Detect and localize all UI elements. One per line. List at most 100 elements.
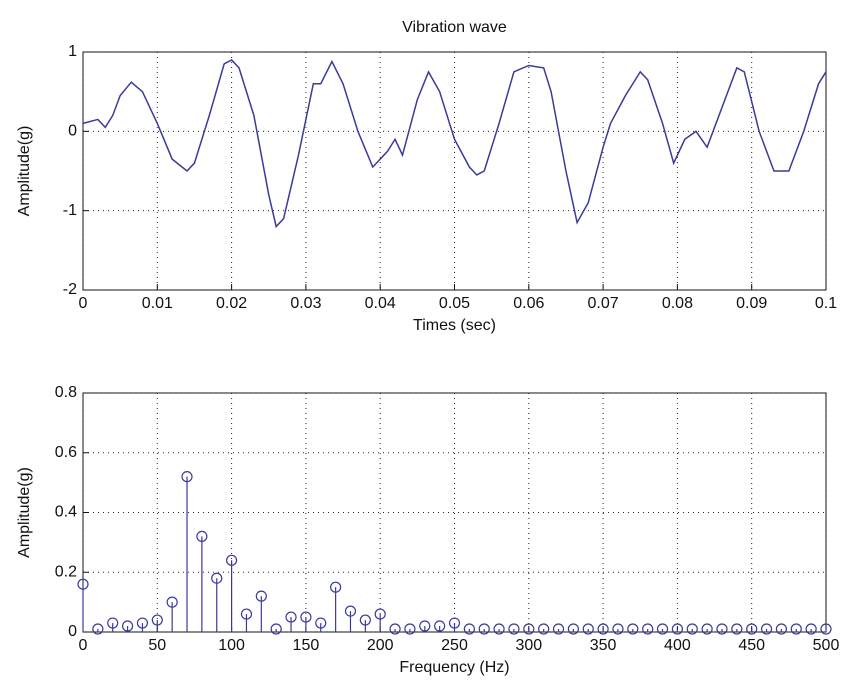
stem — [597, 623, 609, 635]
y-tick-label: 0.4 — [55, 504, 77, 521]
stem-marker — [567, 623, 579, 635]
x-tick-label: 0 — [79, 637, 88, 654]
stem-marker — [478, 623, 490, 635]
x-tick-label: 0.01 — [142, 295, 173, 312]
stem — [300, 611, 312, 632]
stem-marker — [523, 623, 535, 635]
stem-marker — [92, 623, 104, 635]
stem-marker — [671, 623, 684, 635]
stem — [463, 623, 475, 635]
x-tick-label: 400 — [664, 637, 691, 654]
stem — [389, 623, 401, 635]
stem-marker — [597, 623, 609, 635]
stem — [211, 572, 223, 632]
stem — [701, 623, 713, 635]
x-tick-label: 350 — [590, 637, 617, 654]
x-tick-label: 200 — [367, 637, 394, 654]
stem — [538, 623, 550, 635]
y-tick-label: 0.8 — [55, 384, 77, 401]
stem-marker — [820, 623, 832, 635]
stem — [374, 608, 386, 632]
stem-marker — [181, 471, 193, 483]
stem — [448, 617, 461, 632]
stem — [270, 623, 282, 635]
stem — [790, 623, 802, 635]
y-axis-label: Amplitude(g) — [16, 467, 33, 558]
stem-marker — [166, 596, 178, 608]
y-tick-label: 0.6 — [55, 444, 77, 461]
stem — [434, 620, 446, 632]
stem-marker — [121, 620, 134, 632]
y-tick-label: -1 — [63, 202, 77, 219]
x-tick-label: 0.08 — [662, 295, 693, 312]
stem-marker — [775, 623, 788, 635]
stem-marker — [612, 623, 624, 635]
stem — [642, 623, 654, 635]
y-axis-label: Amplitude(g) — [16, 126, 33, 217]
x-tick-label: 300 — [515, 637, 542, 654]
stem-marker — [315, 617, 327, 629]
x-tick-label: 0.09 — [736, 295, 767, 312]
x-axis-label: Frequency (Hz) — [399, 659, 509, 676]
stem-marker — [463, 623, 475, 635]
stem — [731, 623, 743, 635]
stem — [627, 623, 639, 635]
stem — [567, 623, 579, 635]
x-tick-label: 250 — [441, 637, 468, 654]
stem — [315, 617, 327, 632]
stem — [344, 605, 357, 632]
stem-marker — [77, 578, 89, 590]
stem-marker — [389, 623, 401, 635]
stem — [255, 590, 267, 632]
stem-marker — [270, 623, 282, 635]
x-tick-label: 500 — [813, 637, 840, 654]
stem — [419, 620, 431, 632]
stem-marker — [419, 620, 431, 632]
stem — [136, 617, 149, 632]
stem-marker — [701, 623, 713, 635]
stem — [181, 471, 193, 632]
y-tick-label: 0.2 — [55, 563, 77, 580]
stem-marker — [136, 617, 149, 629]
stem-marker — [686, 623, 698, 635]
stem-marker — [493, 623, 505, 635]
stem-marker — [434, 620, 446, 632]
stem — [656, 623, 669, 635]
stem — [746, 623, 758, 635]
stem — [359, 614, 371, 632]
stem-marker — [240, 608, 253, 620]
stem — [493, 623, 505, 635]
stem — [775, 623, 788, 635]
stem-marker — [151, 614, 163, 626]
x-tick-label: 150 — [293, 637, 320, 654]
stem — [285, 611, 297, 632]
stem-marker — [226, 554, 238, 566]
stem — [107, 617, 119, 632]
stem-marker — [374, 608, 386, 620]
stem — [151, 614, 163, 632]
stem-marker — [538, 623, 550, 635]
stem — [760, 623, 773, 635]
stem-marker — [211, 572, 223, 584]
x-tick-label: 0.06 — [513, 295, 544, 312]
stem — [671, 623, 684, 635]
stem-marker — [746, 623, 758, 635]
stem-marker — [805, 623, 817, 635]
stem — [404, 623, 416, 635]
x-tick-label: 450 — [738, 637, 765, 654]
stem — [121, 620, 134, 632]
stem — [166, 596, 178, 632]
x-tick-label: 0.1 — [815, 295, 837, 312]
stem-marker — [760, 623, 773, 635]
chart-title: Vibration wave — [402, 19, 507, 36]
stem-marker — [255, 590, 267, 602]
stem-marker — [790, 623, 802, 635]
y-tick-label: 0 — [68, 623, 77, 640]
x-tick-label: 0.05 — [439, 295, 470, 312]
stem-marker — [344, 605, 357, 617]
stem-marker — [582, 623, 594, 635]
stem — [478, 623, 490, 635]
x-tick-label: 0.07 — [588, 295, 619, 312]
stem — [716, 623, 728, 635]
